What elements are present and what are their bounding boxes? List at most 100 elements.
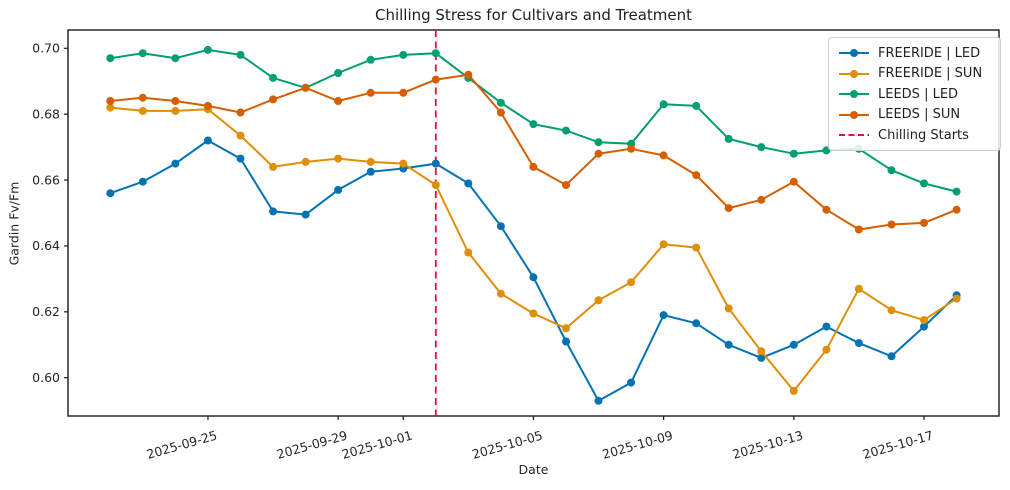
x-tick-label: 2025-09-25 [145, 427, 219, 461]
data-point [138, 93, 147, 102]
data-point [431, 159, 440, 168]
data-point [431, 49, 440, 58]
legend-label-leeds-sun: LEEDS | SUN [878, 107, 961, 123]
data-point [659, 100, 668, 109]
data-point [138, 49, 147, 58]
data-point [757, 353, 766, 362]
data-point [236, 108, 245, 117]
legend: FREERIDE | LED FREERIDE | SUN LEEDS | LE… [828, 37, 1001, 151]
data-point [920, 218, 928, 227]
data-point [854, 284, 863, 293]
data-point [789, 177, 798, 186]
chart-title: Chilling Stress for Cultivars and Treatm… [374, 6, 693, 24]
legend-swatch-freeride-sun [839, 69, 869, 78]
x-axis-label: Date [518, 462, 549, 477]
data-point [106, 189, 115, 198]
data-point [822, 345, 831, 354]
data-point [366, 157, 375, 166]
data-point [301, 83, 310, 92]
x-tick-label: 2025-10-13 [731, 427, 805, 461]
legend-label-freeride-sun: FREERIDE | SUN [878, 66, 983, 82]
data-point [920, 316, 928, 325]
data-point [138, 177, 147, 186]
data-point [887, 352, 896, 361]
data-point [920, 322, 928, 331]
legend-swatch-leeds-led [839, 90, 869, 99]
data-point [562, 181, 570, 189]
x-tick-label: 2025-10-05 [470, 427, 544, 461]
data-point [854, 339, 863, 348]
y-axis-label: Gardin Fv/Fm [6, 181, 22, 266]
data-point [106, 103, 115, 112]
data-point [334, 154, 343, 163]
data-point [627, 144, 636, 153]
data-point [496, 289, 505, 298]
y-tick-label: 0.62 [32, 304, 60, 319]
data-point [529, 162, 538, 171]
legend-swatch-chilling-starts [839, 134, 869, 137]
legend-item: FREERIDE | SUN [829, 64, 1000, 85]
data-point [464, 70, 473, 79]
data-point [301, 210, 310, 219]
data-point [757, 347, 766, 356]
data-point [594, 296, 603, 305]
data-point [269, 95, 278, 104]
data-point [594, 138, 603, 147]
data-point [464, 248, 473, 257]
x-tick-label: 2025-10-01 [340, 427, 414, 461]
data-point [627, 378, 636, 387]
legend-marker-dot [850, 90, 858, 99]
data-point [366, 55, 375, 64]
data-point [301, 157, 310, 166]
data-point [692, 243, 701, 252]
data-point [594, 149, 603, 158]
y-tick-label: 0.64 [32, 238, 60, 253]
data-point [269, 73, 278, 82]
legend-item: LEEDS | LED [829, 84, 1000, 105]
data-point [106, 54, 115, 63]
data-point [952, 205, 961, 214]
data-point [659, 151, 668, 160]
data-point [529, 273, 538, 282]
data-point [138, 106, 147, 115]
data-point [399, 88, 408, 97]
legend-label-freeride-led: FREERIDE | LED [878, 45, 981, 61]
data-point [952, 294, 961, 303]
data-point [236, 131, 245, 140]
data-point [431, 75, 440, 84]
data-point [529, 120, 538, 129]
data-point [789, 149, 798, 158]
data-point [887, 306, 896, 315]
data-point [789, 340, 798, 349]
data-point [171, 106, 180, 115]
data-point [952, 187, 961, 196]
legend-item: FREERIDE | LED [829, 43, 1000, 64]
data-point [496, 222, 505, 231]
data-point [594, 396, 603, 405]
legend-label-leeds-led: LEEDS | LED [878, 86, 959, 102]
data-point [203, 136, 212, 145]
data-point [399, 159, 408, 168]
legend-item: Chilling Starts [829, 125, 1000, 146]
data-point [269, 207, 278, 216]
data-point [236, 50, 245, 59]
data-point [431, 181, 440, 189]
data-point [203, 101, 212, 110]
data-point [692, 319, 701, 328]
data-point [692, 101, 701, 110]
legend-marker-dot [850, 49, 858, 58]
y-tick-label: 0.60 [32, 370, 60, 385]
data-point [887, 220, 896, 229]
data-point [464, 179, 473, 188]
data-point [562, 324, 570, 333]
data-point [203, 45, 212, 54]
data-point [757, 195, 766, 204]
data-point [399, 50, 408, 59]
data-point [171, 159, 180, 168]
data-point [724, 134, 733, 143]
legend-label-chilling-starts: Chilling Starts [878, 127, 969, 143]
legend-marker-dot [850, 69, 858, 78]
data-point [106, 97, 115, 105]
data-point [529, 309, 538, 318]
